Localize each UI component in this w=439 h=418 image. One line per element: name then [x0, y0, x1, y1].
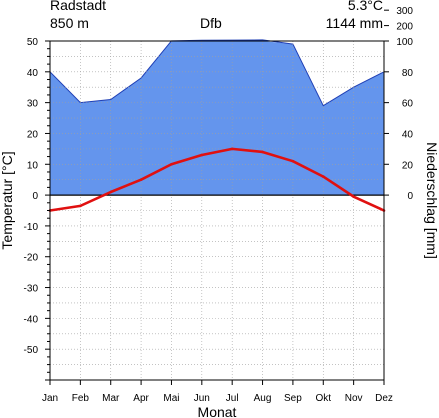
month-label: Mai	[163, 393, 179, 404]
y-axis-title-right: Niederschlag [mm]	[424, 142, 439, 259]
precipitation-area	[50, 41, 384, 196]
left-tick-label: 40	[27, 68, 39, 79]
right-tick-label: 400	[396, 0, 413, 2]
station-name: Radstadt	[50, 0, 107, 13]
left-tick-label: -30	[24, 284, 39, 295]
temperature-point	[291, 159, 295, 163]
right-tick-label: 300	[396, 6, 413, 17]
left-tick-label: -10	[24, 222, 39, 233]
month-label: Nov	[345, 393, 363, 404]
station-altitude: 850 m	[50, 15, 89, 31]
temperature-point	[170, 162, 173, 166]
left-tick-label: -50	[24, 345, 39, 356]
mean-temperature: 5.3°C	[347, 0, 383, 13]
temperature-point	[109, 190, 113, 194]
month-label: Jun	[194, 393, 210, 404]
right-tick-label: 80	[402, 68, 414, 79]
right-tick-label: 200	[396, 22, 413, 33]
month-label: Jan	[42, 393, 58, 404]
left-tick-label: 20	[27, 129, 39, 140]
left-tick-label: -20	[24, 253, 39, 264]
month-label: Sep	[284, 393, 302, 404]
precipitation-area-group	[49, 39, 385, 196]
precipitation-line	[49, 39, 385, 107]
month-label: Dez	[375, 393, 393, 404]
right-tick-label: 60	[402, 99, 414, 110]
right-tick-label: 100	[396, 37, 413, 48]
right-tick-label: 20	[402, 160, 414, 171]
month-label: Aug	[254, 393, 272, 404]
temperature-line-group	[48, 147, 386, 212]
temperature-point	[139, 178, 143, 181]
y-axis-title-left: Temperatur [°C]	[0, 151, 15, 249]
temperature-point	[352, 195, 355, 198]
left-tick-label: 50	[27, 37, 39, 48]
temperature-point	[200, 153, 204, 157]
climate-class: Dfb	[200, 15, 222, 31]
month-label: Mar	[102, 393, 120, 404]
temperature-line	[49, 147, 385, 212]
left-tick-label: -40	[24, 314, 39, 325]
grid-group	[50, 40, 384, 381]
right-tick-label: 40	[402, 129, 414, 140]
left-tick-label: 0	[32, 191, 38, 202]
month-label: Feb	[72, 393, 90, 404]
temperature-point	[321, 175, 325, 178]
month-label: Okt	[315, 393, 331, 404]
temperature-point	[79, 204, 82, 208]
month-label: Apr	[133, 393, 149, 404]
left-tick-label: 30	[27, 99, 39, 110]
left-tick-label: 10	[27, 160, 39, 171]
x-axis-title: Monat	[198, 404, 237, 418]
temperature-point	[261, 150, 264, 154]
axes-group	[45, 9, 389, 385]
temperature-point	[230, 147, 234, 151]
right-tick-label: 0	[407, 191, 413, 202]
annual-precipitation: 1144 mm	[325, 15, 383, 31]
month-label: Jul	[226, 393, 239, 404]
